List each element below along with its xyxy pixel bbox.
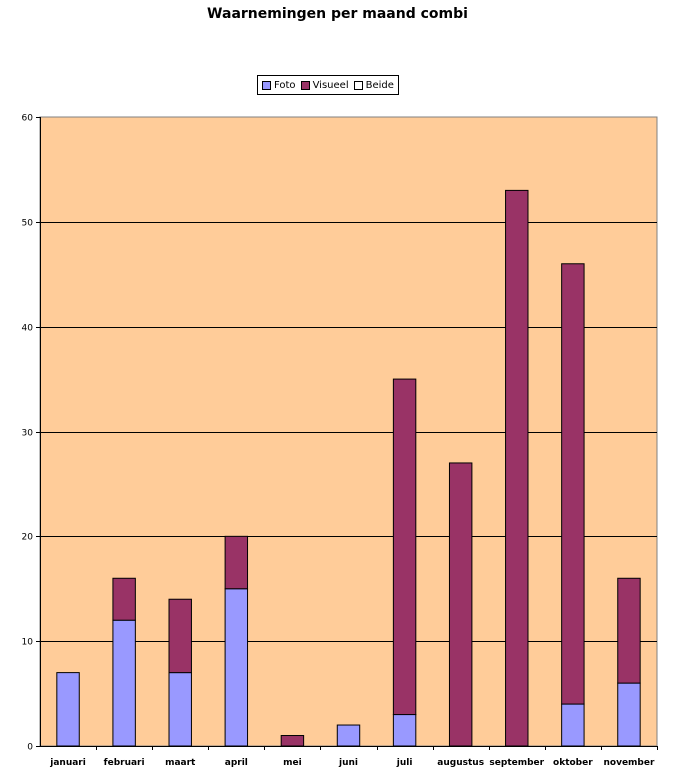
x-tick-label: juli <box>396 758 413 768</box>
legend-swatch-foto <box>262 80 271 90</box>
bar-foto-oktober <box>561 703 585 747</box>
x-tick-label: november <box>603 758 654 768</box>
bar-visueel-april <box>224 535 249 590</box>
bar-visueel-februari <box>112 577 136 621</box>
x-tick-label: oktober <box>553 758 593 768</box>
bar-foto-juli <box>392 714 417 747</box>
legend-label-visueel: Visueel <box>312 79 349 91</box>
bar-visueel-maart <box>168 598 192 674</box>
bar-foto-november <box>617 682 641 747</box>
bar-visueel-juli <box>392 378 417 716</box>
bar-foto-maart <box>168 672 192 747</box>
bar-visueel-november <box>617 577 641 684</box>
x-tick-label: februari <box>104 758 145 768</box>
legend-item-beide: Beide <box>353 79 394 91</box>
legend-label-foto: Foto <box>274 79 296 91</box>
y-tick-label: 10 <box>22 638 34 648</box>
x-tick-label: april <box>225 758 248 768</box>
legend-swatch-visueel <box>300 80 310 90</box>
y-tick-label: 50 <box>22 219 34 229</box>
x-tick-label: augustus <box>437 758 484 768</box>
legend-swatch-beide <box>353 80 363 90</box>
bar-foto-april <box>224 588 249 747</box>
bar-visueel-mei <box>280 735 305 747</box>
bar-visueel-september <box>505 189 529 747</box>
bar-foto-februari <box>112 619 136 747</box>
legend-item-visueel: Visueel <box>300 79 349 91</box>
bar-foto-juni <box>336 724 361 747</box>
chart-title: Waarnemingen per maand combi <box>207 6 468 22</box>
bar-visueel-augustus <box>448 462 473 747</box>
x-tick-label: januari <box>49 758 86 768</box>
x-tick-label: mei <box>283 758 302 768</box>
x-tick-label: maart <box>165 758 196 768</box>
legend-item-foto: Foto <box>262 80 296 91</box>
x-tick-label: juni <box>338 758 358 768</box>
y-tick-label: 40 <box>22 324 34 334</box>
legend: Foto Visueel Beide <box>257 75 399 95</box>
y-tick-label: 0 <box>27 743 33 753</box>
bar-foto-januari <box>56 672 80 747</box>
bar-visueel-oktober <box>561 263 585 705</box>
x-tick-label: september <box>489 758 544 768</box>
y-tick-label: 60 <box>22 114 34 124</box>
y-tick-label: 20 <box>22 533 34 543</box>
y-tick-label: 30 <box>22 429 34 439</box>
legend-label-beide: Beide <box>365 79 394 91</box>
